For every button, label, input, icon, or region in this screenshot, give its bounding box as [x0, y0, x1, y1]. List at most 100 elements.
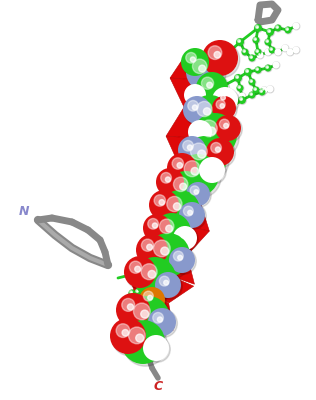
Circle shape: [277, 27, 278, 28]
Circle shape: [275, 25, 282, 32]
Circle shape: [190, 95, 230, 135]
Circle shape: [139, 287, 165, 313]
Circle shape: [254, 24, 262, 32]
Text: C: C: [154, 380, 162, 392]
Circle shape: [144, 294, 145, 295]
Circle shape: [192, 97, 232, 137]
Circle shape: [144, 302, 151, 308]
Circle shape: [213, 97, 237, 121]
Circle shape: [152, 343, 156, 348]
Circle shape: [139, 277, 146, 284]
Polygon shape: [170, 51, 228, 81]
Circle shape: [204, 42, 240, 78]
Circle shape: [241, 48, 248, 56]
Circle shape: [130, 291, 132, 293]
Circle shape: [148, 295, 152, 300]
Circle shape: [236, 38, 244, 46]
Circle shape: [123, 322, 167, 366]
Circle shape: [188, 100, 198, 111]
Circle shape: [266, 40, 268, 42]
Circle shape: [138, 276, 145, 284]
Circle shape: [159, 200, 164, 205]
Circle shape: [135, 288, 142, 296]
Circle shape: [135, 268, 142, 276]
Circle shape: [249, 79, 256, 86]
Circle shape: [257, 69, 258, 70]
Circle shape: [267, 86, 274, 93]
Circle shape: [160, 219, 174, 234]
Circle shape: [293, 22, 300, 30]
Circle shape: [185, 97, 212, 125]
Circle shape: [189, 121, 213, 145]
Circle shape: [219, 119, 229, 129]
Circle shape: [167, 196, 182, 212]
Circle shape: [295, 25, 296, 26]
Circle shape: [257, 52, 264, 58]
Circle shape: [284, 26, 291, 34]
Circle shape: [154, 195, 166, 206]
Circle shape: [192, 59, 207, 74]
Circle shape: [202, 40, 238, 76]
Circle shape: [287, 48, 294, 56]
Circle shape: [155, 215, 193, 253]
Circle shape: [266, 28, 274, 36]
Circle shape: [265, 39, 272, 46]
Circle shape: [221, 95, 225, 100]
Circle shape: [152, 223, 157, 228]
Circle shape: [180, 203, 206, 229]
Circle shape: [275, 49, 282, 56]
Circle shape: [289, 51, 290, 52]
Circle shape: [142, 292, 149, 299]
Circle shape: [208, 127, 216, 135]
Circle shape: [258, 88, 265, 96]
Circle shape: [260, 90, 262, 92]
Circle shape: [125, 258, 158, 290]
Circle shape: [191, 143, 207, 160]
Circle shape: [144, 267, 145, 268]
Circle shape: [257, 51, 258, 52]
Circle shape: [254, 38, 256, 40]
Circle shape: [245, 69, 248, 72]
Circle shape: [212, 96, 236, 120]
Circle shape: [136, 270, 138, 272]
Circle shape: [264, 38, 271, 46]
Circle shape: [287, 49, 294, 56]
Circle shape: [137, 286, 143, 294]
Circle shape: [282, 44, 289, 52]
Circle shape: [267, 67, 268, 68]
Circle shape: [269, 47, 276, 54]
Circle shape: [282, 45, 289, 52]
Circle shape: [257, 52, 264, 59]
Circle shape: [286, 28, 288, 30]
Circle shape: [269, 46, 276, 54]
Circle shape: [178, 136, 206, 164]
Circle shape: [122, 330, 129, 336]
Circle shape: [148, 218, 158, 229]
Circle shape: [277, 51, 278, 52]
Circle shape: [239, 92, 246, 100]
Circle shape: [122, 298, 135, 311]
Circle shape: [196, 128, 200, 132]
Circle shape: [173, 203, 181, 210]
Circle shape: [250, 56, 252, 58]
Circle shape: [271, 49, 272, 50]
Circle shape: [254, 88, 256, 90]
Circle shape: [188, 120, 212, 144]
Circle shape: [141, 264, 157, 280]
Circle shape: [157, 317, 162, 322]
Circle shape: [174, 227, 198, 251]
Circle shape: [135, 289, 142, 296]
Circle shape: [244, 68, 252, 76]
Circle shape: [127, 272, 134, 279]
Circle shape: [241, 98, 242, 100]
Circle shape: [223, 54, 225, 56]
Circle shape: [167, 171, 205, 209]
Circle shape: [136, 234, 168, 266]
Circle shape: [165, 177, 170, 182]
Polygon shape: [149, 222, 209, 255]
Circle shape: [255, 49, 262, 56]
Circle shape: [198, 150, 206, 158]
Circle shape: [153, 312, 163, 323]
Circle shape: [128, 298, 172, 342]
Circle shape: [159, 276, 169, 286]
